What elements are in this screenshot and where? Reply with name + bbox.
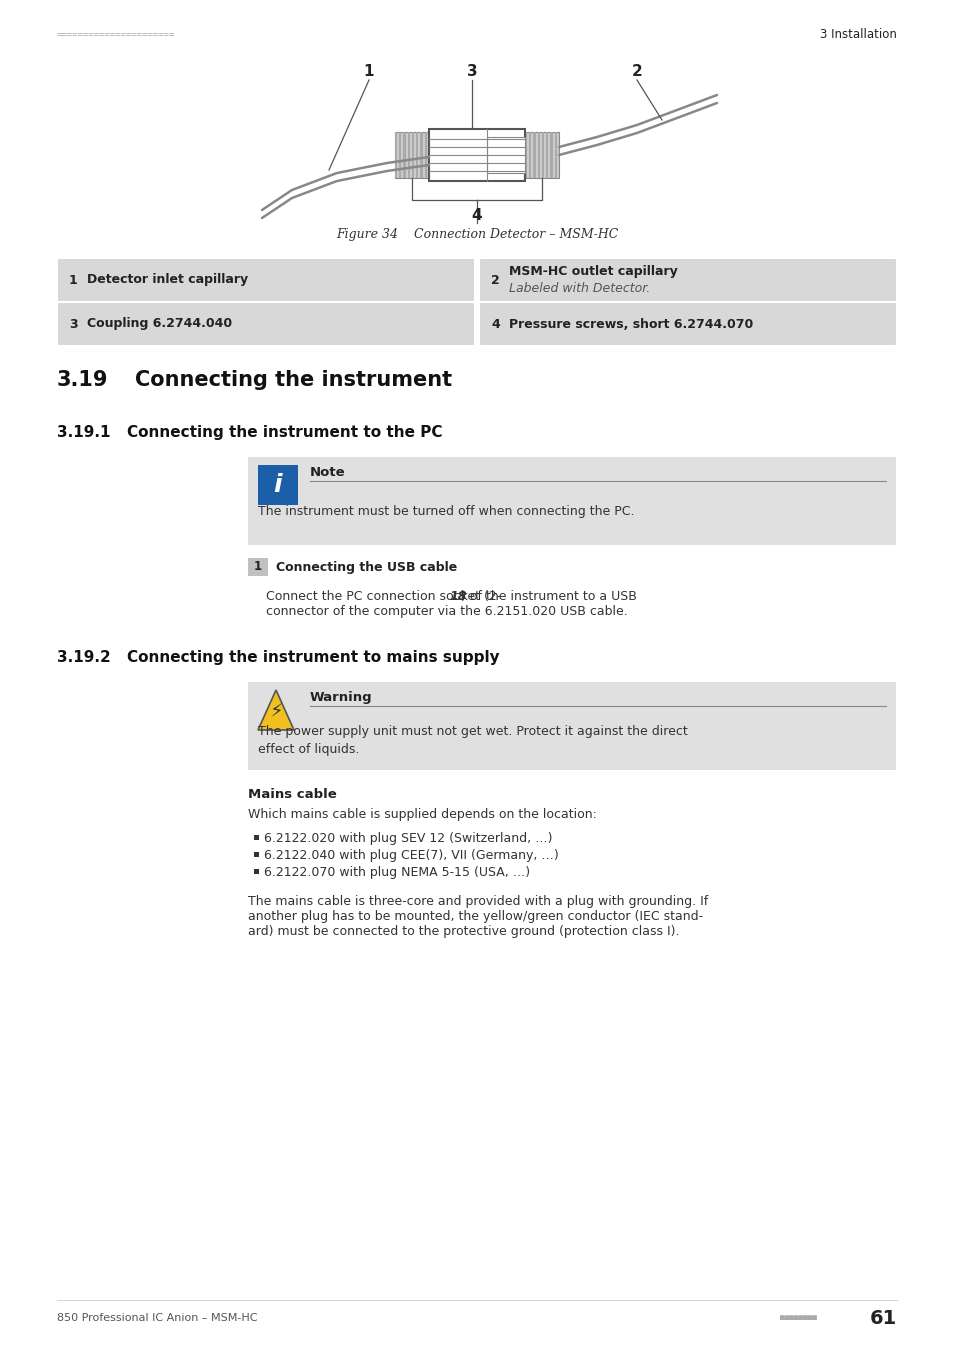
Text: effect of liquids.: effect of liquids. [257,743,359,756]
Text: Warning: Warning [310,691,373,705]
Bar [253,852,258,857]
Text: 4: 4 [471,208,482,223]
Bar [424,132,426,178]
Text: 3: 3 [466,65,476,80]
Text: 3.19: 3.19 [57,370,109,390]
Bar [395,132,396,178]
Text: 3 Installation: 3 Installation [820,28,896,42]
Bar [524,132,527,178]
Text: The power supply unit must not get wet. Protect it against the direct: The power supply unit must not get wet. … [257,725,687,738]
Bar [416,132,418,178]
Bar [395,132,429,178]
Text: Which mains cable is supplied depends on the location:: Which mains cable is supplied depends on… [248,809,597,821]
Bar [420,132,422,178]
Text: i: i [274,472,282,497]
Bar [412,132,414,178]
Bar [524,132,558,178]
Text: 6.2122.020 with plug SEV 12 (Switzerland, …): 6.2122.020 with plug SEV 12 (Switzerland… [264,832,552,845]
Bar [546,132,548,178]
Text: Connecting the instrument to mains supply: Connecting the instrument to mains suppl… [127,649,499,666]
Bar [399,132,401,178]
Text: Pressure screws, short 6.2744.070: Pressure screws, short 6.2744.070 [509,317,753,331]
Text: The mains cable is three-core and provided with a plug with grounding. If: The mains cable is three-core and provid… [248,895,707,909]
Text: 6.2122.040 with plug CEE(7), VII (Germany, …): 6.2122.040 with plug CEE(7), VII (German… [264,849,558,863]
Text: Coupling 6.2744.040: Coupling 6.2744.040 [87,317,232,331]
Text: Labeled with Detector.: Labeled with Detector. [509,282,650,294]
Bar [486,136,524,173]
Bar [554,132,557,178]
Bar [253,836,258,840]
Text: Figure 34    Connection Detector – MSM-HC: Figure 34 Connection Detector – MSM-HC [335,228,618,242]
Text: 1: 1 [363,65,374,80]
Text: Detector inlet capillary: Detector inlet capillary [87,274,248,286]
Text: ■■■■■■■■: ■■■■■■■■ [780,1314,816,1323]
Text: connector of the computer via the 6.2151.020 USB cable.: connector of the computer via the 6.2151… [266,605,627,618]
Text: 3: 3 [69,317,77,331]
Bar [57,258,475,302]
Text: another plug has to be mounted, the yellow/green conductor (IEC stand-: another plug has to be mounted, the yell… [248,910,702,923]
Bar [248,558,268,576]
Bar [478,258,896,302]
Text: Connecting the instrument to the PC: Connecting the instrument to the PC [127,425,442,440]
Text: 3.19.2: 3.19.2 [57,649,111,666]
Bar [533,132,535,178]
Text: ⚡: ⚡ [269,702,283,721]
Text: 1: 1 [253,560,262,574]
Bar [550,132,552,178]
Text: 61: 61 [869,1308,896,1327]
Text: 1: 1 [69,274,77,286]
Bar [529,132,531,178]
Text: 2: 2 [631,65,641,80]
Bar [57,302,475,346]
Bar [257,464,297,505]
Bar [541,132,543,178]
Bar [537,132,539,178]
Text: ) of the instrument to a USB: ) of the instrument to a USB [460,590,636,603]
Bar [407,132,410,178]
Bar [478,302,896,346]
Text: ard) must be connected to the protective ground (protection class I).: ard) must be connected to the protective… [248,925,679,938]
Text: Connecting the USB cable: Connecting the USB cable [275,560,456,574]
Text: Note: Note [310,467,345,479]
Polygon shape [257,690,294,730]
Text: MSM-HC outlet capillary: MSM-HC outlet capillary [509,266,677,278]
Text: 6.2122.070 with plug NEMA 5-15 (USA, …): 6.2122.070 with plug NEMA 5-15 (USA, …) [264,865,530,879]
Bar [429,130,524,181]
Text: The instrument must be turned off when connecting the PC.: The instrument must be turned off when c… [257,505,634,517]
Bar [248,682,895,769]
Text: 18: 18 [449,590,467,603]
Bar [248,458,895,545]
Text: 3.19.1: 3.19.1 [57,425,111,440]
Text: Connecting the instrument: Connecting the instrument [135,370,452,390]
Text: 4: 4 [491,317,499,331]
Text: 850 Professional IC Anion – MSM-HC: 850 Professional IC Anion – MSM-HC [57,1314,257,1323]
Bar [253,869,258,873]
Text: ======================: ====================== [57,31,175,39]
Text: Mains cable: Mains cable [248,788,336,801]
Text: Connect the PC connection socket (2-: Connect the PC connection socket (2- [266,590,500,603]
Bar [403,132,405,178]
Text: 2: 2 [491,274,499,286]
